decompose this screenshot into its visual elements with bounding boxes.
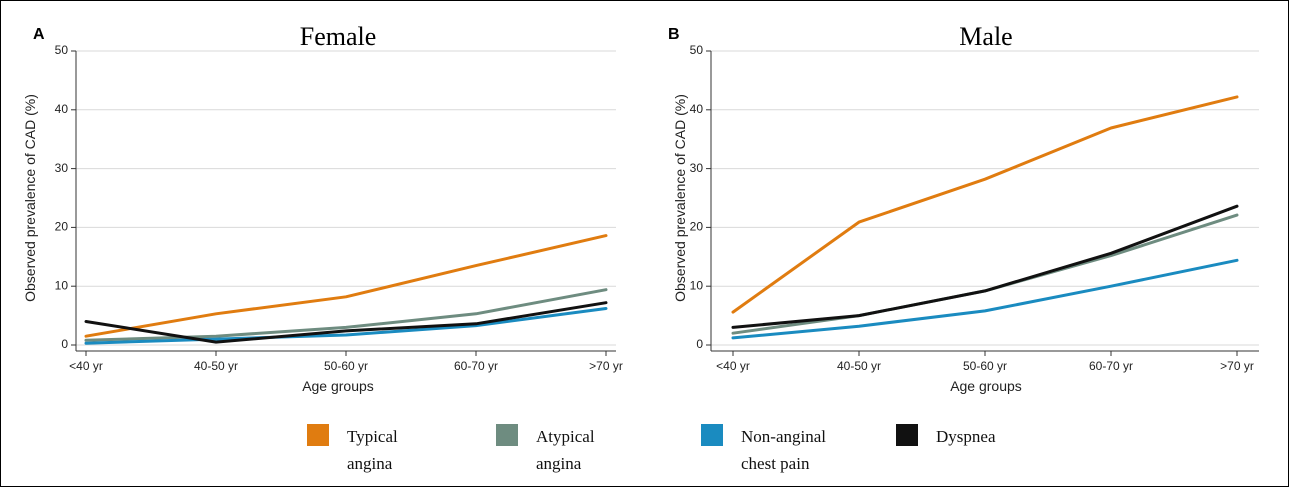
panel-a-ytick-label: 10	[55, 278, 69, 292]
panel-b-ytick-label: 20	[690, 220, 704, 234]
panel-a-ytick-label: 20	[55, 220, 69, 234]
panel-a-series-atypical-angina-line	[84, 288, 608, 342]
panel-b-xtick-label: >70 yr	[1220, 359, 1254, 373]
panel-a-ytick-label: 50	[55, 43, 69, 57]
panel-a-title: Female	[300, 22, 377, 51]
legend-label-1: angina	[347, 454, 393, 473]
panel-a-xtick-label: <40 yr	[69, 359, 103, 373]
panel-b-ytick-label: 40	[690, 102, 704, 116]
legend-label-3: Non-anginal	[741, 427, 826, 446]
legend-label-3: chest pain	[741, 454, 810, 473]
panel-b-series-dyspnea-line	[731, 204, 1239, 329]
panel-b-series-non-anginal-chest-pain-line	[731, 258, 1239, 340]
panel-a-ylabel: Observed prevalence of CAD (%)	[22, 94, 38, 302]
panel-b-ytick-label: 10	[690, 278, 704, 292]
panel-a-series-typical-angina-line	[84, 234, 608, 338]
panel-a-ytick-label: 40	[55, 102, 69, 116]
panel-a-xlabel: Age groups	[302, 378, 374, 394]
panel-b-xtick-label: 50-60 yr	[963, 359, 1007, 373]
panel-b-ytick-label: 0	[696, 337, 703, 351]
legend-label-2: angina	[536, 454, 582, 473]
panel-b-xlabel: Age groups	[950, 378, 1022, 394]
panel-a-letter: A	[33, 26, 45, 43]
panel-b-letter: B	[668, 26, 680, 43]
panel-a-series-non-anginal-chest-pain-line	[84, 307, 608, 345]
panel-b-xtick-label: 60-70 yr	[1089, 359, 1133, 373]
panel-a-ytick-label: 0	[61, 337, 68, 351]
legend-swatch-1	[307, 424, 329, 446]
legend-swatch-2	[496, 424, 518, 446]
panel-b-ylabel: Observed prevalence of CAD (%)	[672, 94, 688, 302]
panel-b-ytick-label: 50	[690, 43, 704, 57]
legend-swatch-4	[896, 424, 918, 446]
panel-b-xtick-label: <40 yr	[716, 359, 750, 373]
panel-a-xtick-label: 50-60 yr	[324, 359, 368, 373]
legend-label-2: Atypical	[536, 427, 595, 446]
panel-b-series-atypical-angina-line	[731, 213, 1239, 335]
panel-a-xtick-label: 60-70 yr	[454, 359, 498, 373]
panel-a-xtick-label: >70 yr	[589, 359, 623, 373]
panel-a-series-dyspnea-line	[84, 301, 608, 344]
panel-b-series-typical-angina-line	[731, 95, 1239, 314]
legend-label-1: Typical	[347, 427, 398, 446]
legend-swatch-3	[701, 424, 723, 446]
panel-b-title: Male	[959, 22, 1012, 51]
panel-a-xtick-label: 40-50 yr	[194, 359, 238, 373]
panel-a-ytick-label: 30	[55, 161, 69, 175]
panel-b-ytick-label: 30	[690, 161, 704, 175]
legend-label-4: Dyspnea	[936, 427, 996, 446]
panel-b-xtick-label: 40-50 yr	[837, 359, 881, 373]
